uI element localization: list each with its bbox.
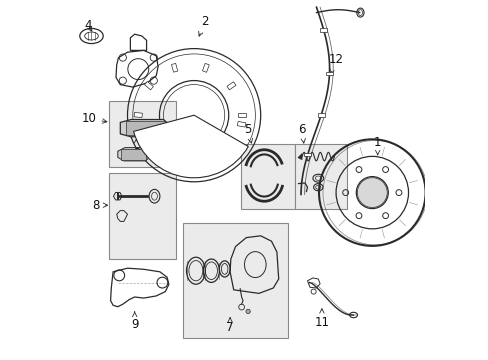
Bar bbox=[224, 148, 232, 157]
Bar bbox=[241, 144, 294, 209]
Bar bbox=[125, 121, 164, 135]
Bar bbox=[109, 173, 176, 259]
Bar bbox=[202, 63, 209, 72]
Bar bbox=[142, 141, 150, 149]
Bar bbox=[183, 223, 287, 338]
Bar bbox=[144, 81, 153, 90]
Text: 10: 10 bbox=[81, 112, 107, 125]
Text: 5: 5 bbox=[244, 123, 252, 143]
Circle shape bbox=[310, 289, 316, 294]
Text: 7: 7 bbox=[226, 318, 233, 334]
Text: 9: 9 bbox=[131, 312, 138, 330]
Text: 6: 6 bbox=[298, 123, 305, 143]
Text: 2: 2 bbox=[198, 15, 208, 36]
Polygon shape bbox=[120, 120, 168, 137]
Bar bbox=[304, 153, 311, 157]
Bar bbox=[166, 161, 173, 170]
Text: 12: 12 bbox=[328, 53, 343, 74]
Bar bbox=[226, 82, 235, 90]
Bar bbox=[294, 144, 346, 209]
Bar bbox=[121, 149, 145, 160]
Bar bbox=[238, 113, 245, 117]
Circle shape bbox=[245, 309, 250, 314]
Bar bbox=[320, 28, 326, 32]
Text: 4: 4 bbox=[84, 19, 92, 32]
Text: 3: 3 bbox=[133, 139, 140, 159]
Bar bbox=[171, 63, 177, 72]
Polygon shape bbox=[118, 148, 149, 161]
Bar bbox=[134, 112, 142, 117]
Bar bbox=[109, 101, 176, 167]
Bar bbox=[237, 121, 245, 127]
Text: 8: 8 bbox=[92, 199, 107, 212]
Wedge shape bbox=[133, 115, 248, 178]
Text: 1: 1 bbox=[373, 136, 381, 155]
Text: 11: 11 bbox=[314, 309, 329, 329]
Circle shape bbox=[357, 178, 386, 207]
Bar bbox=[198, 164, 203, 172]
Polygon shape bbox=[297, 153, 302, 160]
Bar bbox=[317, 113, 324, 117]
Bar bbox=[325, 72, 332, 75]
